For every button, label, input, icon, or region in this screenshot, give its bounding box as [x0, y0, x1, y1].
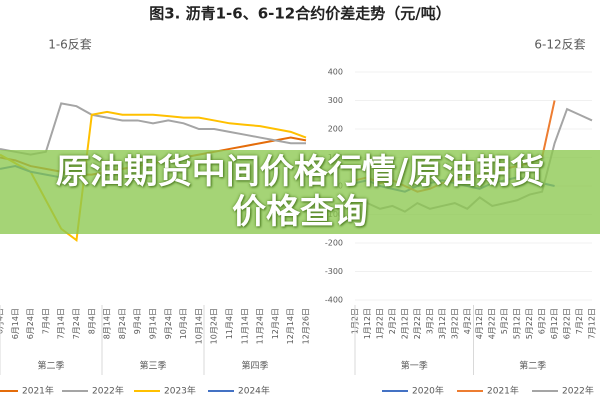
y-tick-label: 200	[328, 125, 343, 134]
y-tick-label: 300	[328, 96, 343, 105]
x-tick-label: 1月12日	[363, 308, 372, 339]
x-tick-label: 7月4日	[41, 308, 50, 334]
x-tick-label: 8月24日	[118, 308, 127, 339]
x-tick-label: 5月2日	[500, 308, 509, 334]
x-tick-label: 7月14日	[57, 308, 66, 339]
x-group-label: 第四季	[241, 360, 268, 372]
x-tick-label: 6月22日	[563, 308, 572, 339]
x-tick-label: 11月4日	[225, 308, 234, 339]
x-tick-label: 6月4日	[0, 308, 5, 334]
x-tick-label: 4月12日	[475, 308, 484, 339]
x-tick-label: 3月2日	[425, 308, 434, 334]
x-tick-label: 7月12日	[588, 308, 597, 339]
x-tick-label: 7月24日	[72, 308, 81, 339]
x-tick-label: 2月12日	[400, 308, 409, 339]
x-tick-label: 5月22日	[525, 308, 534, 339]
x-tick-label: 6月12日	[550, 308, 559, 339]
x-tick-label: 8月4日	[87, 308, 96, 334]
x-tick-label: 4月22日	[488, 308, 497, 339]
x-group-label: 第二季	[519, 360, 546, 372]
page-title: 图3. 沥青1-6、6-12合约价差走势（元/吨）	[149, 5, 450, 23]
x-tick-label: 11月24日	[256, 308, 265, 344]
x-group-label: 第三季	[139, 360, 166, 372]
legend-label: 2021年	[22, 385, 54, 397]
legend-label: 2021年	[487, 385, 519, 397]
x-tick-label: 2月2日	[388, 308, 397, 334]
y-tick-label: 400	[328, 68, 343, 77]
x-group-label: 第一季	[401, 360, 428, 372]
x-tick-label: 2月22日	[413, 308, 422, 339]
x-tick-label: 4月2日	[463, 308, 472, 334]
x-group-label: 第二季	[37, 360, 64, 372]
banner-text: 原油期货中间价格行情/原油期货价格查询	[55, 152, 545, 232]
y-tick-label: -200	[325, 239, 343, 248]
x-tick-label: 6月14日	[11, 308, 20, 339]
y-tick-label: -400	[325, 296, 343, 305]
legend-label: 2022年	[92, 385, 124, 397]
x-tick-label: 11月14日	[240, 308, 249, 344]
x-tick-label: 10月24日	[210, 308, 219, 344]
x-tick-label: 8月14日	[103, 308, 112, 339]
x-tick-label: 3月22日	[450, 308, 459, 339]
x-tick-label: 10月4日	[179, 308, 188, 339]
x-tick-label: 12月4日	[271, 308, 280, 339]
x-tick-label: 9月4日	[133, 308, 142, 334]
x-tick-label: 1月22日	[375, 308, 384, 339]
x-tick-label: 12月26日	[302, 308, 311, 344]
legend-label: 2020年	[412, 385, 444, 397]
x-tick-label: 9月24日	[164, 308, 173, 339]
y-tick-label: -300	[325, 267, 343, 276]
x-tick-label: 12月14日	[286, 308, 295, 344]
x-tick-label: 6月24日	[26, 308, 35, 339]
x-tick-label: 10月14日	[194, 308, 203, 344]
x-tick-label: 6月2日	[538, 308, 547, 334]
series-line	[0, 102, 306, 156]
chart-subtitle: 6-12反套	[534, 38, 585, 52]
x-tick-label: 7月2日	[575, 308, 584, 334]
x-tick-label: 3月12日	[438, 308, 447, 339]
legend-label: 2023年	[164, 385, 196, 397]
x-tick-label: 9月14日	[149, 308, 158, 339]
x-tick-label: 5月12日	[513, 308, 522, 339]
banner: 原油期货中间价格行情/原油期货价格查询	[0, 150, 600, 234]
legend-label: 2022年	[562, 385, 594, 397]
chart-subtitle: 1-6反套	[48, 38, 92, 52]
legend-label: 2024年	[238, 385, 270, 397]
